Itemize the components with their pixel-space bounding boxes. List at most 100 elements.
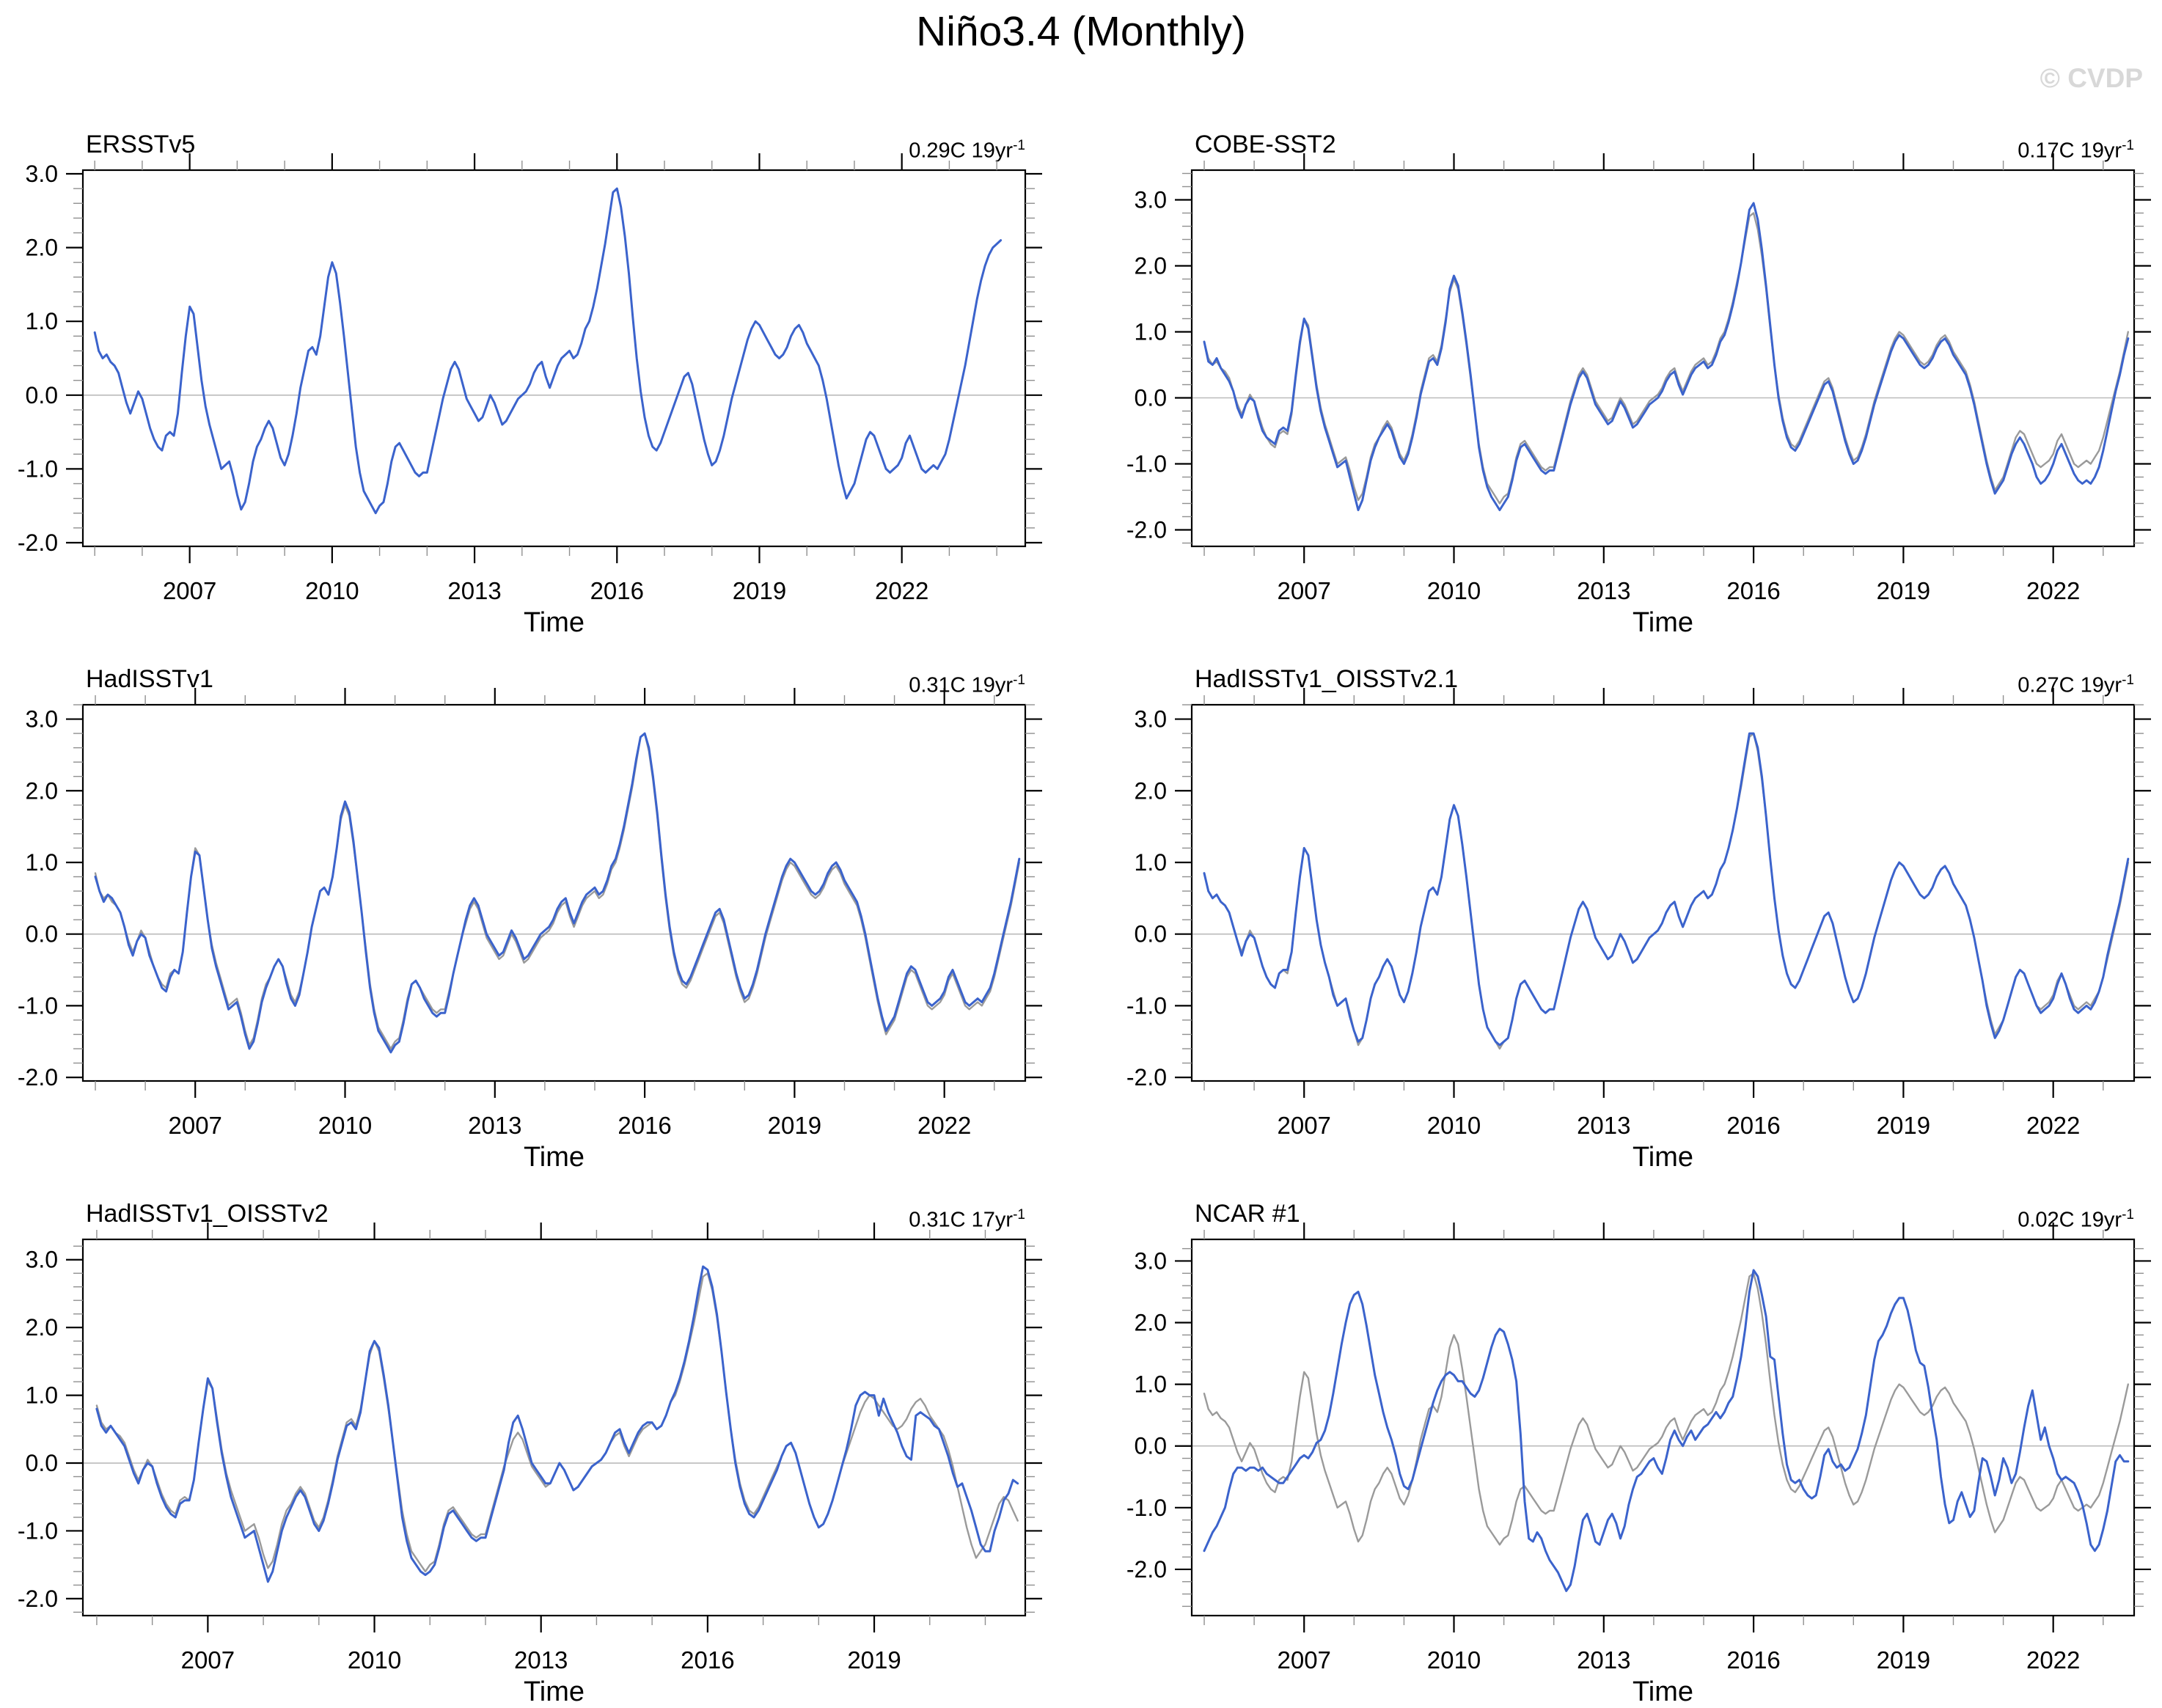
x-axis-title: Time [1632, 1142, 1694, 1173]
y-tick-label: 3.0 [26, 1247, 58, 1273]
x-tick-label: 2007 [169, 1112, 222, 1139]
y-tick-label: 2.0 [26, 777, 58, 804]
x-tick-label: 2013 [514, 1646, 568, 1674]
reference-series-line [95, 1272, 1019, 1573]
y-tick-label: 3.0 [1135, 187, 1167, 213]
trend-exponent: -1 [1013, 1207, 1025, 1223]
x-tick-label: 2019 [1877, 1112, 1930, 1139]
trend-annotation: 0.17C 19yr-1 [2018, 138, 2134, 164]
y-tick-label: 2.0 [26, 1314, 58, 1341]
x-tick-label: 2016 [590, 577, 644, 604]
timeseries-plot: 2007 2010 2013 2016 2019 2022 -2.0 -1.0 0.0 1.0 2.… [1126, 688, 2151, 1139]
trend-value: 0.17C 19yr [2018, 139, 2122, 163]
x-tick-label: 2016 [681, 1646, 734, 1674]
panel-title: NCAR #1 [1195, 1200, 1300, 1228]
x-tick-label: 2010 [1427, 577, 1481, 604]
plot-frame [81, 169, 1027, 548]
x-tick-label: 2019 [1877, 577, 1930, 604]
x-tick-label: 2013 [1577, 1112, 1630, 1139]
y-tick-label: -2.0 [1126, 1064, 1167, 1091]
axis-ticks: 2007 2010 2013 2016 2019 -2.0 -1.0 0.0 1.0 2.0 3.0 [18, 1223, 1042, 1674]
trend-annotation: 0.29C 19yr-1 [909, 138, 1025, 164]
y-tick-label: -2.0 [1126, 517, 1167, 543]
panel-cobe-sst2: COBE-SST2 0.17C 19yr-1 2007 2010 2013 2016 2… [1109, 103, 2162, 638]
timeseries-plot: 2007 2010 2013 2016 2019 2022 -2.0 -1.0 0.0 1.0 2.… [1126, 1223, 2151, 1674]
x-tick-label: 2022 [917, 1112, 971, 1139]
trend-value: 0.29C 19yr [909, 139, 1014, 163]
trend-annotation: 0.31C 17yr-1 [909, 1207, 1025, 1233]
x-tick-label: 2007 [1278, 1646, 1331, 1674]
plot-frame [81, 1238, 1027, 1617]
model-series-line [1203, 202, 2130, 511]
y-tick-label: 1.0 [26, 1382, 58, 1409]
y-tick-label: -1.0 [1126, 1495, 1167, 1521]
panel-title: HadISSTv1 [86, 665, 213, 693]
x-tick-label: 2013 [1577, 1646, 1630, 1674]
x-tick-label: 2022 [2026, 577, 2080, 604]
trend-annotation: 0.27C 19yr-1 [2018, 672, 2134, 698]
model-series-line [1203, 1269, 2130, 1592]
y-tick-label: 2.0 [1135, 253, 1167, 279]
x-tick-label: 2019 [733, 577, 786, 604]
axis-ticks: 2007 2010 2013 2016 2019 2022 -2.0 -1.0 0.0 1.0 2.… [1126, 1223, 2151, 1674]
figure-title: Niño3.4 (Monthly) [916, 8, 1246, 55]
x-tick-label: 2010 [1427, 1112, 1481, 1139]
y-tick-label: -1.0 [1126, 992, 1167, 1019]
x-axis-title: Time [523, 1142, 585, 1173]
reference-series-line [1203, 1272, 2130, 1546]
y-tick-label: 0.0 [1135, 921, 1167, 948]
panel-title: COBE-SST2 [1195, 131, 1336, 158]
axis-ticks: 2007 2010 2013 2016 2019 2022 -2.0 -1.0 0.0 1.0 2.… [18, 688, 1042, 1139]
x-tick-label: 2019 [847, 1646, 901, 1674]
timeseries-plot: 2007 2010 2013 2016 2019 2022 -2.0 -1.0 0.0 1.0 2.… [18, 153, 1042, 604]
x-tick-label: 2016 [1726, 577, 1780, 604]
trend-value: 0.27C 19yr [2018, 673, 2122, 697]
y-tick-label: -2.0 [18, 1586, 58, 1612]
plot-frame [1190, 703, 2136, 1082]
model-series-line [94, 732, 1021, 1054]
x-axis-title: Time [523, 1676, 585, 1707]
x-axis-title: Time [523, 607, 585, 638]
trend-exponent: -1 [2122, 1207, 2134, 1223]
panel-title: HadISSTv1_OISSTv2.1 [1195, 665, 1459, 693]
panel-hadisstv1: HadISSTv1 0.31C 19yr-1 2007 2010 2013 2016 2… [0, 637, 1053, 1173]
x-tick-label: 2010 [1427, 1646, 1481, 1674]
x-tick-label: 2007 [1278, 577, 1331, 604]
y-tick-label: 1.0 [1135, 849, 1167, 876]
x-tick-label: 2007 [1278, 1112, 1331, 1139]
x-tick-label: 2010 [348, 1646, 401, 1674]
plot-frame [81, 703, 1027, 1082]
y-tick-label: -1.0 [18, 992, 58, 1019]
y-tick-label: -1.0 [1126, 451, 1167, 477]
panel-title: ERSSTv5 [86, 131, 196, 158]
x-tick-label: 2007 [163, 577, 216, 604]
y-tick-label: 3.0 [26, 161, 58, 187]
y-tick-label: 3.0 [26, 706, 58, 733]
y-tick-label: 2.0 [26, 235, 58, 261]
plot-frame [1190, 1238, 2136, 1617]
trend-exponent: -1 [1013, 672, 1025, 688]
reference-series-line [1203, 212, 2130, 505]
panel-ersstv5: ERSSTv5 0.29C 19yr-1 2007 2010 2013 2016 201… [0, 103, 1053, 638]
x-tick-label: 2013 [447, 577, 501, 604]
y-tick-label: 1.0 [26, 308, 58, 334]
x-tick-label: 2007 [181, 1646, 235, 1674]
x-tick-label: 2013 [468, 1112, 521, 1139]
y-tick-label: 1.0 [1135, 1371, 1167, 1398]
y-tick-label: -2.0 [1126, 1556, 1167, 1583]
trend-exponent: -1 [2122, 138, 2134, 153]
model-series-line [95, 1265, 1019, 1583]
x-tick-label: 2016 [618, 1112, 671, 1139]
y-tick-label: 2.0 [1135, 1310, 1167, 1336]
x-tick-label: 2022 [2026, 1112, 2080, 1139]
cvdp-watermark: © CVDP [2040, 63, 2143, 93]
x-tick-label: 2010 [318, 1112, 372, 1139]
trend-annotation: 0.02C 19yr-1 [2018, 1207, 2134, 1233]
y-tick-label: -1.0 [18, 455, 58, 482]
model-series-line [93, 187, 1003, 515]
y-tick-label: 3.0 [1135, 706, 1167, 733]
y-tick-label: 2.0 [1135, 777, 1167, 804]
x-tick-label: 2016 [1726, 1112, 1780, 1139]
panel-ncar-1: NCAR #1 0.02C 19yr-1 2007 2010 2013 2016 201… [1109, 1172, 2162, 1707]
x-tick-label: 2016 [1726, 1646, 1780, 1674]
